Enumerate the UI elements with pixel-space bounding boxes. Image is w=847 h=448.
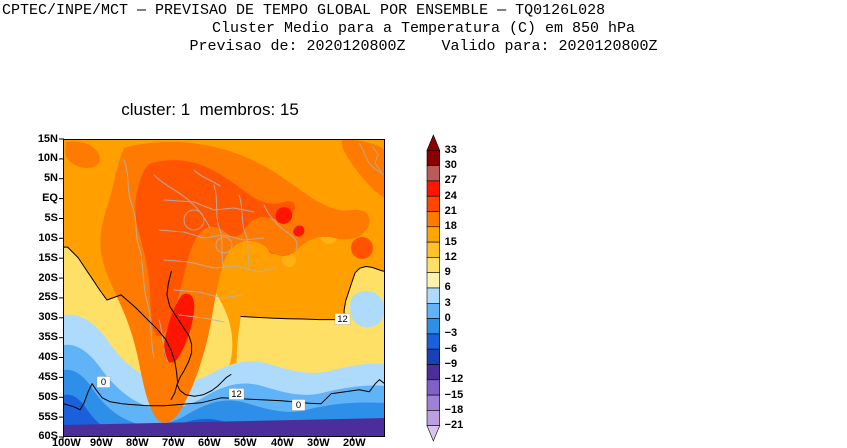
svg-text:12: 12 [231,388,242,399]
svg-text:0: 0 [101,376,106,387]
svg-text:12: 12 [337,313,348,324]
svg-text:0: 0 [296,399,301,410]
